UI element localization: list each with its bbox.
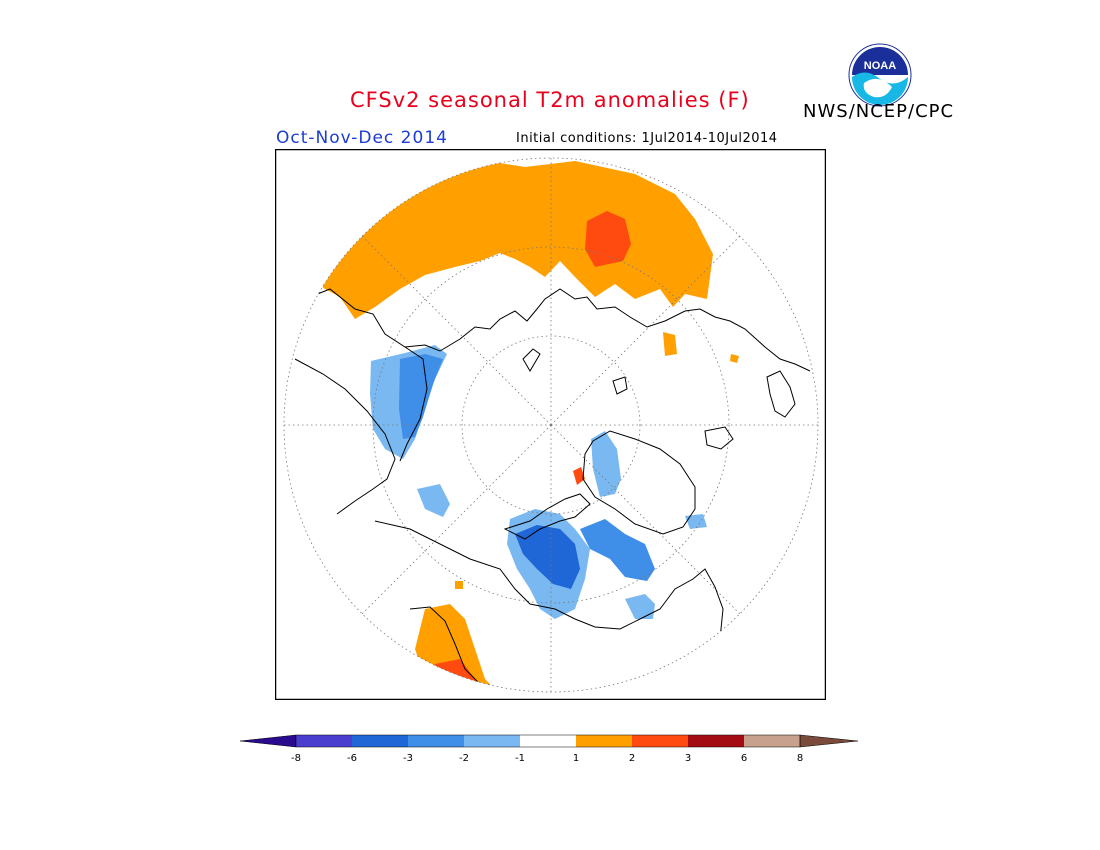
- polar-map: [275, 149, 826, 700]
- colorbar-arrow-right: [799, 734, 859, 748]
- coastline-novaya-zemlya: [522, 348, 541, 372]
- colorbar-label-3: -3: [403, 753, 413, 764]
- colorbar-label-6: 1: [573, 753, 579, 764]
- colorbar-label-9: 6: [741, 753, 747, 764]
- colorbar-label-7: 2: [629, 753, 635, 764]
- colorbar-bin-6: [576, 735, 632, 747]
- coastline-iceland: [704, 426, 734, 450]
- colorbar-label-10: 8: [797, 753, 803, 764]
- colorbar-bin-4: [464, 735, 520, 747]
- coastline-greenland: [582, 430, 696, 535]
- anomaly-hot-svalbard: [573, 467, 585, 485]
- colorbar-bin-3: [408, 735, 464, 747]
- colorbar-label-8: 3: [685, 753, 691, 764]
- graticule: [283, 157, 819, 693]
- season-label: Oct-Nov-Dec 2014: [276, 128, 448, 148]
- colorbar-bin-2: [352, 735, 408, 747]
- anomaly-cool-north-atlantic: [685, 514, 707, 529]
- coastline-north-america: [374, 520, 724, 692]
- anomaly-cool-greenland: [591, 431, 621, 497]
- colorbar-label-4: -2: [459, 753, 469, 764]
- anomaly-cold-europe: [399, 354, 443, 439]
- anomaly-warm-kamchatka-spot: [455, 581, 463, 589]
- colorbar-bin-1: [296, 735, 352, 747]
- noaa-logo-text: NOAA: [864, 60, 896, 72]
- noaa-logo: NOAA: [848, 43, 912, 107]
- anomaly-cool-siberia-coast: [417, 484, 450, 517]
- colorbar-bin-7: [632, 735, 688, 747]
- coastline-scandinavia: [399, 346, 428, 462]
- anomaly-warm-east-spot: [663, 332, 677, 356]
- colorbar-bin-9: [744, 735, 800, 747]
- anomaly-cool-hudson: [625, 594, 655, 619]
- initial-conditions-label: Initial conditions: 1Jul2014-10Jul2014: [516, 131, 778, 146]
- colorbar-label-5: -1: [515, 753, 525, 764]
- coastline-eurasia: [304, 288, 811, 372]
- colorbar-arrow-left: [239, 734, 297, 748]
- chart-title: CFSv2 seasonal T2m anomalies (F): [350, 88, 750, 112]
- anomaly-cold-canada: [515, 525, 580, 589]
- graticule-circle-75n: [461, 335, 641, 515]
- colorbar-label-1: -8: [291, 753, 301, 764]
- colorbar-legend: -8 -6 -3 -2 -1 1 2 3 6 8: [239, 734, 859, 764]
- coastline-europe-west: [294, 358, 396, 515]
- colorbar-label-2: -6: [347, 753, 357, 764]
- graticule-circle-60n: [372, 246, 730, 604]
- coastline-svalbard: [612, 376, 628, 395]
- anomaly-hot-siberia: [585, 211, 631, 267]
- anomaly-warm-east-spot-2: [730, 354, 739, 363]
- coastline-uk: [766, 370, 796, 418]
- anomaly-warm-eurasia: [310, 159, 713, 319]
- agency-label: NWS/NCEP/CPC: [803, 101, 955, 122]
- colorbar-bin-5: [520, 735, 576, 747]
- colorbar-outline: [295, 734, 801, 748]
- anomaly-cold-arctic-islands: [580, 519, 655, 581]
- colorbar-bin-8: [688, 735, 744, 747]
- coastline-canadian-islands: [503, 493, 591, 540]
